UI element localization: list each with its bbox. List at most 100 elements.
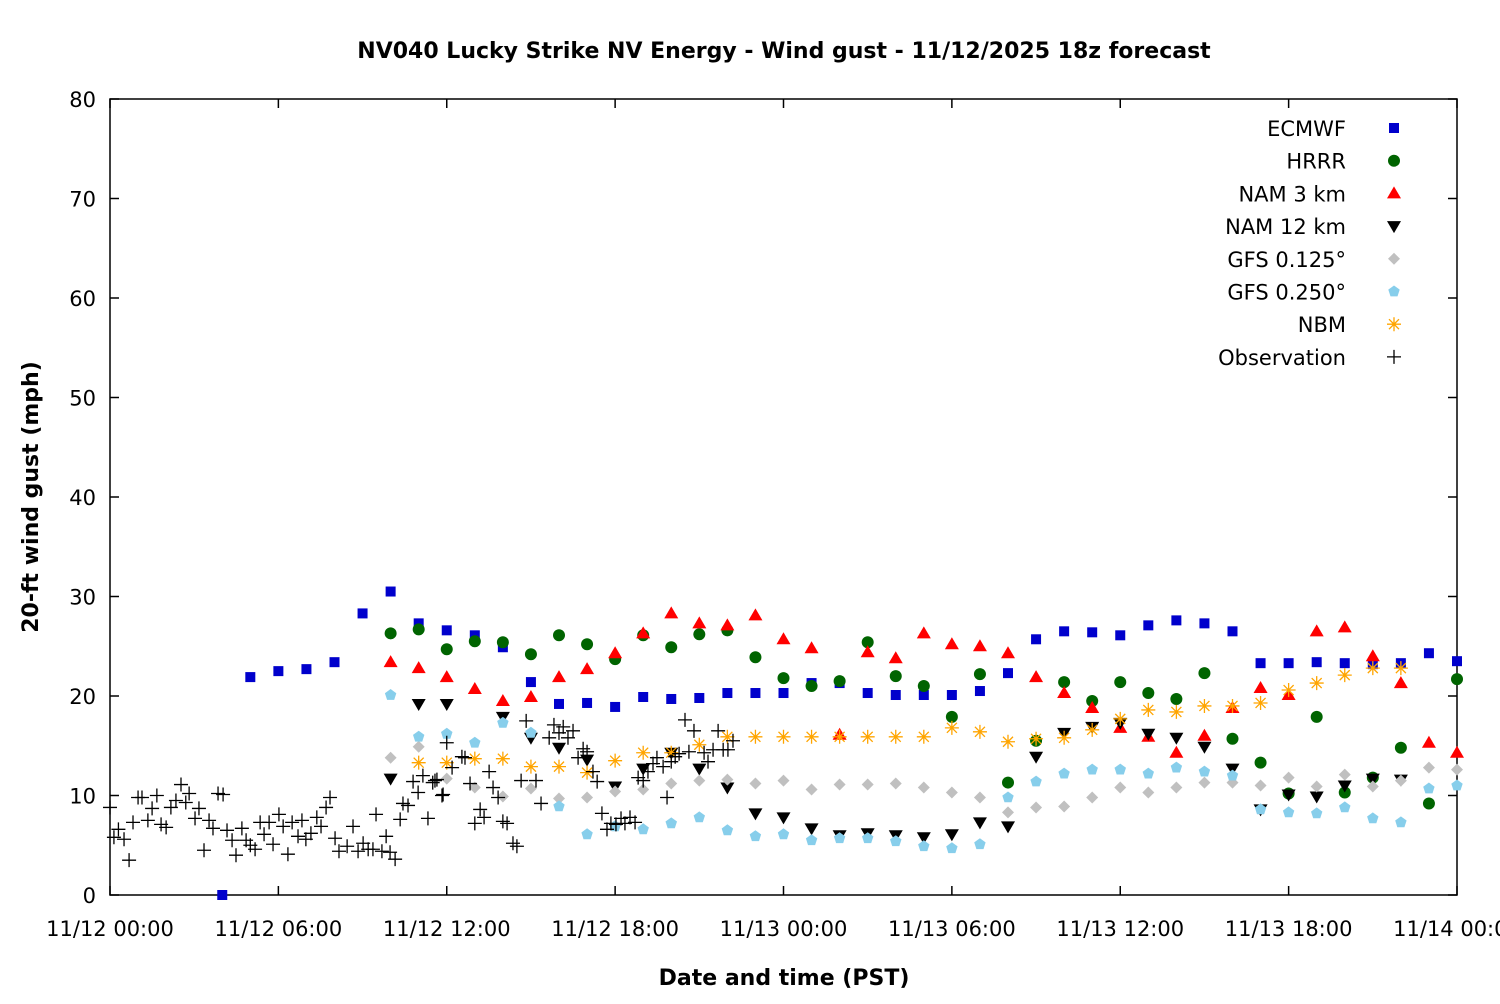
data-point — [1031, 634, 1042, 645]
legend-marker — [1388, 154, 1400, 167]
observation-point — [149, 788, 164, 803]
data-point — [1339, 801, 1351, 813]
observation-point — [374, 844, 389, 859]
data-point — [553, 792, 565, 805]
data-point — [1171, 615, 1182, 626]
data-point — [357, 608, 368, 619]
data-point — [1001, 646, 1015, 659]
data-point — [1058, 676, 1071, 689]
data-point — [411, 698, 426, 711]
data-point — [750, 688, 761, 699]
observation-point — [725, 733, 740, 748]
observation-point — [369, 807, 384, 822]
data-point — [411, 661, 426, 674]
data-point — [1254, 756, 1267, 769]
data-point — [805, 783, 818, 796]
data-point — [1170, 781, 1183, 794]
observation-point — [340, 839, 355, 854]
observation-point — [445, 760, 460, 775]
data-point — [553, 800, 565, 812]
data-point — [468, 781, 481, 794]
data-point — [329, 657, 340, 668]
data-point — [805, 834, 818, 846]
data-point — [862, 832, 874, 844]
data-point — [413, 730, 425, 742]
observation-point — [134, 790, 149, 805]
data-point — [1114, 676, 1127, 689]
observation-point — [720, 742, 735, 757]
data-point — [1309, 624, 1324, 637]
data-point — [1057, 730, 1072, 745]
observation-point — [660, 790, 675, 805]
data-point — [1141, 702, 1156, 717]
series-observation — [103, 712, 740, 868]
observation-point — [514, 773, 529, 788]
observation-point — [159, 820, 174, 835]
data-point — [1197, 741, 1212, 754]
data-point — [945, 786, 958, 799]
data-point — [833, 675, 846, 688]
observation-point — [309, 810, 324, 825]
data-point — [439, 755, 454, 770]
observation-point — [191, 801, 206, 816]
data-point — [495, 693, 510, 706]
data-point — [1170, 761, 1183, 773]
data-point — [525, 726, 537, 738]
y-tick-label: 70 — [69, 188, 96, 212]
data-point — [972, 639, 987, 652]
data-point — [581, 638, 594, 651]
observation-point — [571, 750, 586, 765]
legend-marker — [1388, 285, 1400, 297]
data-point — [467, 682, 482, 695]
observation-point — [701, 754, 716, 769]
observation-point — [500, 816, 515, 831]
data-point — [861, 636, 874, 649]
legend-marker — [1388, 252, 1400, 265]
data-point — [1226, 769, 1239, 781]
data-point — [749, 651, 762, 664]
data-point — [1085, 700, 1100, 713]
legend-label: NBM — [1298, 313, 1346, 337]
observation-point — [425, 775, 440, 790]
data-point — [692, 737, 707, 752]
data-point — [664, 745, 679, 760]
observation-point — [594, 806, 609, 821]
data-point — [916, 832, 931, 845]
data-point — [778, 688, 789, 699]
data-point — [1254, 779, 1267, 792]
x-tick-label: 11/13 06:00 — [888, 917, 1016, 941]
observation-point — [401, 798, 416, 813]
data-point — [860, 729, 875, 744]
data-point — [974, 838, 986, 850]
observation-point — [178, 795, 193, 810]
chart-title: NV040 Lucky Strike NV Energy - Wind gust… — [357, 39, 1211, 64]
data-point — [804, 823, 819, 836]
legend-label: GFS 0.250° — [1227, 281, 1346, 305]
observation-point — [291, 829, 306, 844]
data-point — [637, 823, 649, 835]
data-point — [467, 751, 482, 766]
data-point — [917, 781, 930, 794]
series-gfs-0-125- — [384, 740, 1463, 819]
data-point — [1198, 765, 1211, 777]
observation-point — [285, 815, 300, 830]
data-point — [1115, 630, 1126, 641]
observation-point — [585, 764, 600, 779]
observation-point — [168, 793, 183, 808]
data-point — [1253, 695, 1268, 710]
data-point — [384, 689, 397, 700]
observation-point — [197, 843, 212, 858]
observation-point — [457, 750, 472, 765]
data-point — [804, 641, 819, 654]
data-point — [1281, 789, 1296, 802]
observation-point — [106, 830, 121, 845]
x-tick-label: 11/12 00:00 — [46, 917, 174, 941]
data-point — [1255, 658, 1266, 669]
data-point — [582, 697, 593, 708]
data-point — [1309, 676, 1324, 691]
data-point — [1394, 741, 1407, 754]
data-point — [524, 648, 537, 661]
observation-point — [519, 713, 534, 728]
observation-point — [628, 815, 643, 830]
observation-point — [434, 788, 449, 803]
